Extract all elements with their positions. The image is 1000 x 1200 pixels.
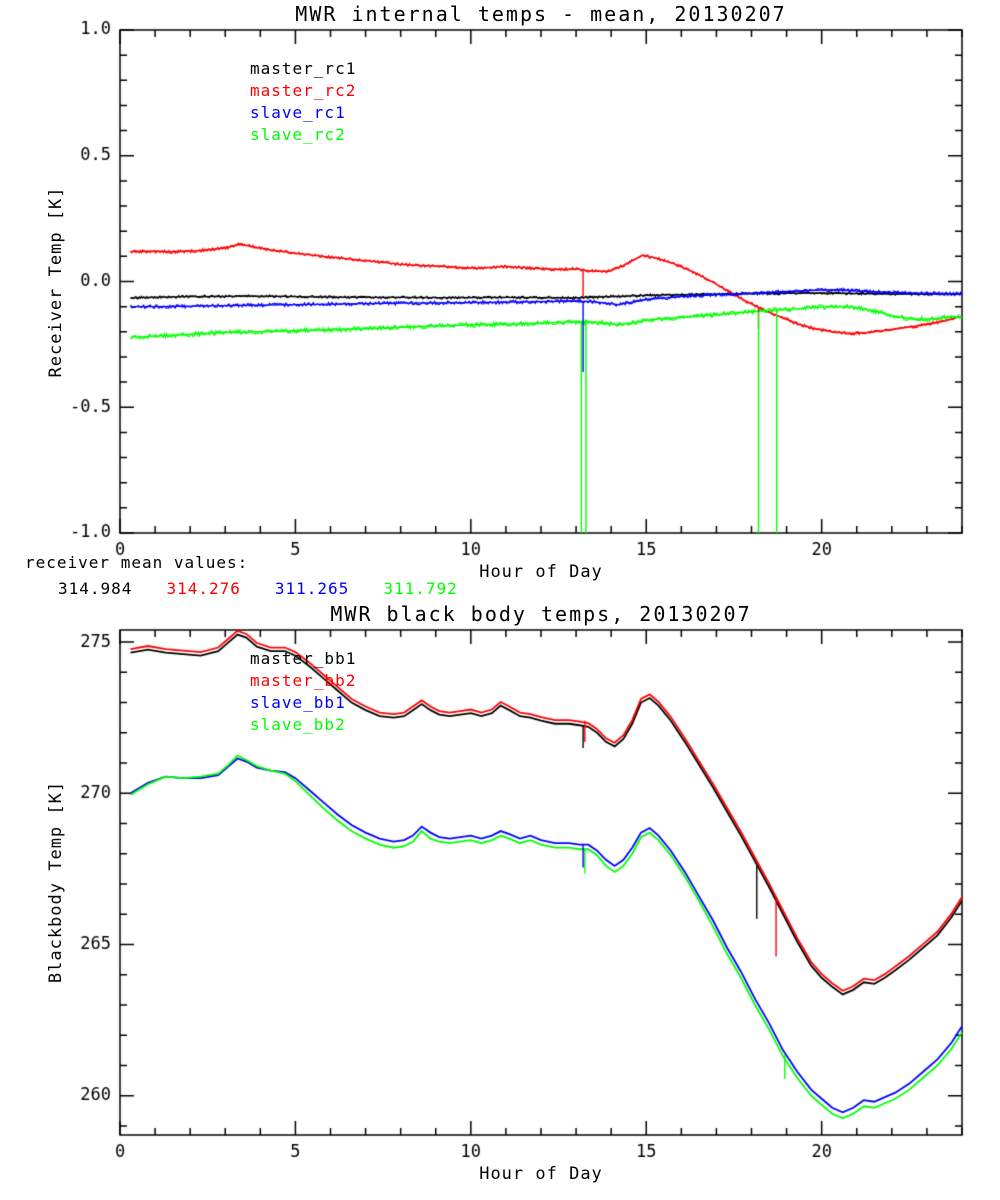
top-chart-title: MWR internal temps - mean, 20130207 <box>295 2 787 26</box>
receiver-mean-values-row: 314.984 314.276 311.265 311.792 <box>58 579 458 598</box>
legend-item-slave_rc2: slave_rc2 <box>250 125 346 144</box>
receiver-mean-value: 311.265 <box>274 579 350 598</box>
legend-item-slave_bb1: slave_bb1 <box>250 693 346 712</box>
bottom-chart-legend: master_bb1 master_bb2 slave_bb1 slave_bb2 <box>250 648 356 736</box>
receiver-temps-plot-canvas <box>0 0 1000 600</box>
receiver-mean-value: 314.984 <box>58 579 133 598</box>
receiver-mean-values-caption: receiver mean values: <box>25 553 249 572</box>
legend-item-slave_rc1: slave_rc1 <box>250 103 346 122</box>
legend-item-slave_bb2: slave_bb2 <box>250 715 346 734</box>
receiver-mean-value: 311.792 <box>383 579 458 598</box>
legend-item-master_rc2: master_rc2 <box>250 81 357 100</box>
top-chart-x-axis-label: Hour of Day <box>479 562 603 582</box>
legend-item-master_bb1: master_bb1 <box>250 649 357 668</box>
blackbody-temps-plot-canvas <box>0 600 1000 1200</box>
legend-item-master_rc1: master_rc1 <box>250 59 357 78</box>
receiver-mean-values: receiver mean values: 314.984 314.276 311.… <box>25 553 458 598</box>
blackbody-temps-figure: MWR black body temps, 20130207 Blackbody… <box>0 600 1000 1200</box>
receiver-temps-figure: MWR internal temps - mean, 20130207 Rece… <box>0 0 1000 600</box>
bottom-chart-x-axis-label: Hour of Day <box>479 1164 603 1184</box>
legend-item-master_bb2: master_bb2 <box>250 671 357 690</box>
receiver-mean-value: 314.276 <box>166 579 241 598</box>
bottom-chart-title: MWR black body temps, 20130207 <box>330 602 752 626</box>
bottom-chart-y-axis-label: Blackbody Temp [K] <box>46 780 66 984</box>
top-chart-legend: master_rc1 master_rc2 slave_rc1 slave_rc2 <box>250 58 356 146</box>
top-chart-y-axis-label: Receiver Temp [K] <box>46 186 66 378</box>
